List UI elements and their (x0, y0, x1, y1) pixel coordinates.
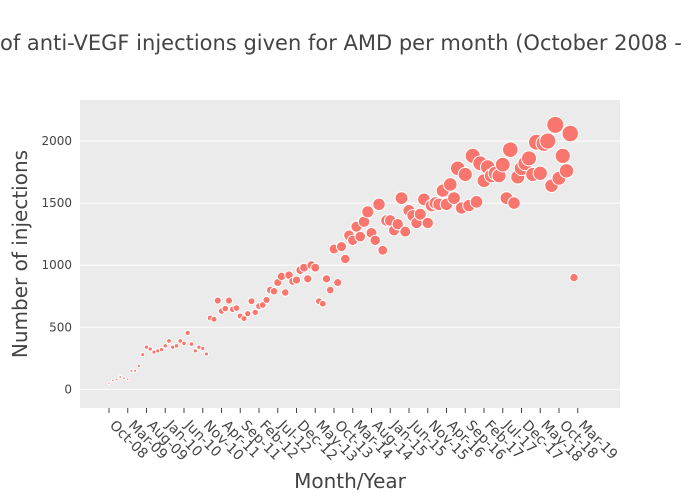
data-point (158, 346, 165, 353)
data-points (107, 115, 579, 385)
data-point (232, 304, 241, 312)
data-point (200, 345, 206, 352)
data-point (251, 308, 259, 317)
data-point (125, 377, 130, 382)
data-point (447, 191, 461, 206)
data-point (507, 196, 521, 210)
x-axis-ticks: Oct-08Mar-09Aug-09Jan-10Jun-10Nov-10Apr-… (106, 408, 620, 465)
data-point (361, 205, 375, 219)
data-point (181, 340, 187, 347)
data-point (210, 315, 218, 323)
data-point (192, 348, 198, 354)
data-point (118, 375, 123, 379)
data-point (558, 163, 575, 179)
y-tick-label: 2000 (41, 134, 72, 148)
data-point (391, 218, 404, 231)
data-point (369, 234, 381, 247)
data-point (340, 253, 351, 265)
data-point (520, 150, 538, 167)
data-point (546, 115, 565, 134)
data-point (532, 165, 548, 181)
data-point (569, 272, 579, 283)
data-point (321, 274, 332, 284)
data-point (107, 381, 111, 385)
data-point (114, 377, 119, 382)
data-point (318, 299, 327, 308)
x-axis-title: Month/Year (294, 469, 407, 493)
data-point (377, 244, 389, 256)
y-tick-label: 0 (64, 382, 72, 396)
y-tick-label: 500 (49, 320, 72, 334)
data-point (224, 296, 234, 305)
data-point (494, 156, 511, 173)
data-point (188, 341, 195, 347)
y-tick-label: 1000 (41, 258, 72, 272)
data-point (413, 207, 427, 221)
data-point (394, 191, 409, 206)
data-point (303, 274, 313, 284)
data-point (166, 338, 172, 344)
data-point (291, 275, 302, 285)
data-point (310, 262, 321, 273)
chart-title: of anti-VEGF injections given for AMD pe… (0, 31, 682, 55)
data-point (184, 329, 191, 336)
data-point (269, 286, 279, 296)
data-point (335, 240, 348, 253)
data-point (325, 285, 335, 295)
y-tick-label: 1500 (41, 196, 72, 210)
data-point (133, 368, 138, 373)
data-point (281, 288, 290, 297)
data-point (129, 368, 134, 373)
data-point (240, 315, 248, 323)
data-point (372, 197, 386, 212)
data-point (247, 297, 256, 306)
data-point (221, 304, 230, 313)
data-point (136, 363, 142, 368)
data-point (354, 230, 367, 243)
data-point (111, 378, 115, 383)
data-point (333, 278, 343, 288)
data-point (173, 343, 180, 349)
data-point (421, 216, 434, 230)
data-point (213, 296, 222, 305)
data-point (204, 351, 209, 357)
data-point (501, 141, 519, 158)
data-point (177, 338, 184, 344)
data-point (262, 295, 271, 304)
data-point (147, 346, 153, 352)
data-point (442, 177, 458, 192)
data-point (554, 147, 571, 165)
data-point (399, 225, 412, 238)
data-point (469, 195, 484, 209)
data-point (457, 166, 473, 183)
data-point (244, 309, 252, 318)
y-axis-ticks: 0 500 1000 1500 2000 (41, 134, 72, 396)
data-point (561, 124, 579, 143)
data-point (122, 376, 126, 381)
data-point (162, 343, 168, 349)
data-point (539, 132, 557, 150)
y-axis-title: Number of injections (8, 150, 32, 358)
grid-lines (80, 140, 620, 390)
data-point (140, 352, 146, 358)
